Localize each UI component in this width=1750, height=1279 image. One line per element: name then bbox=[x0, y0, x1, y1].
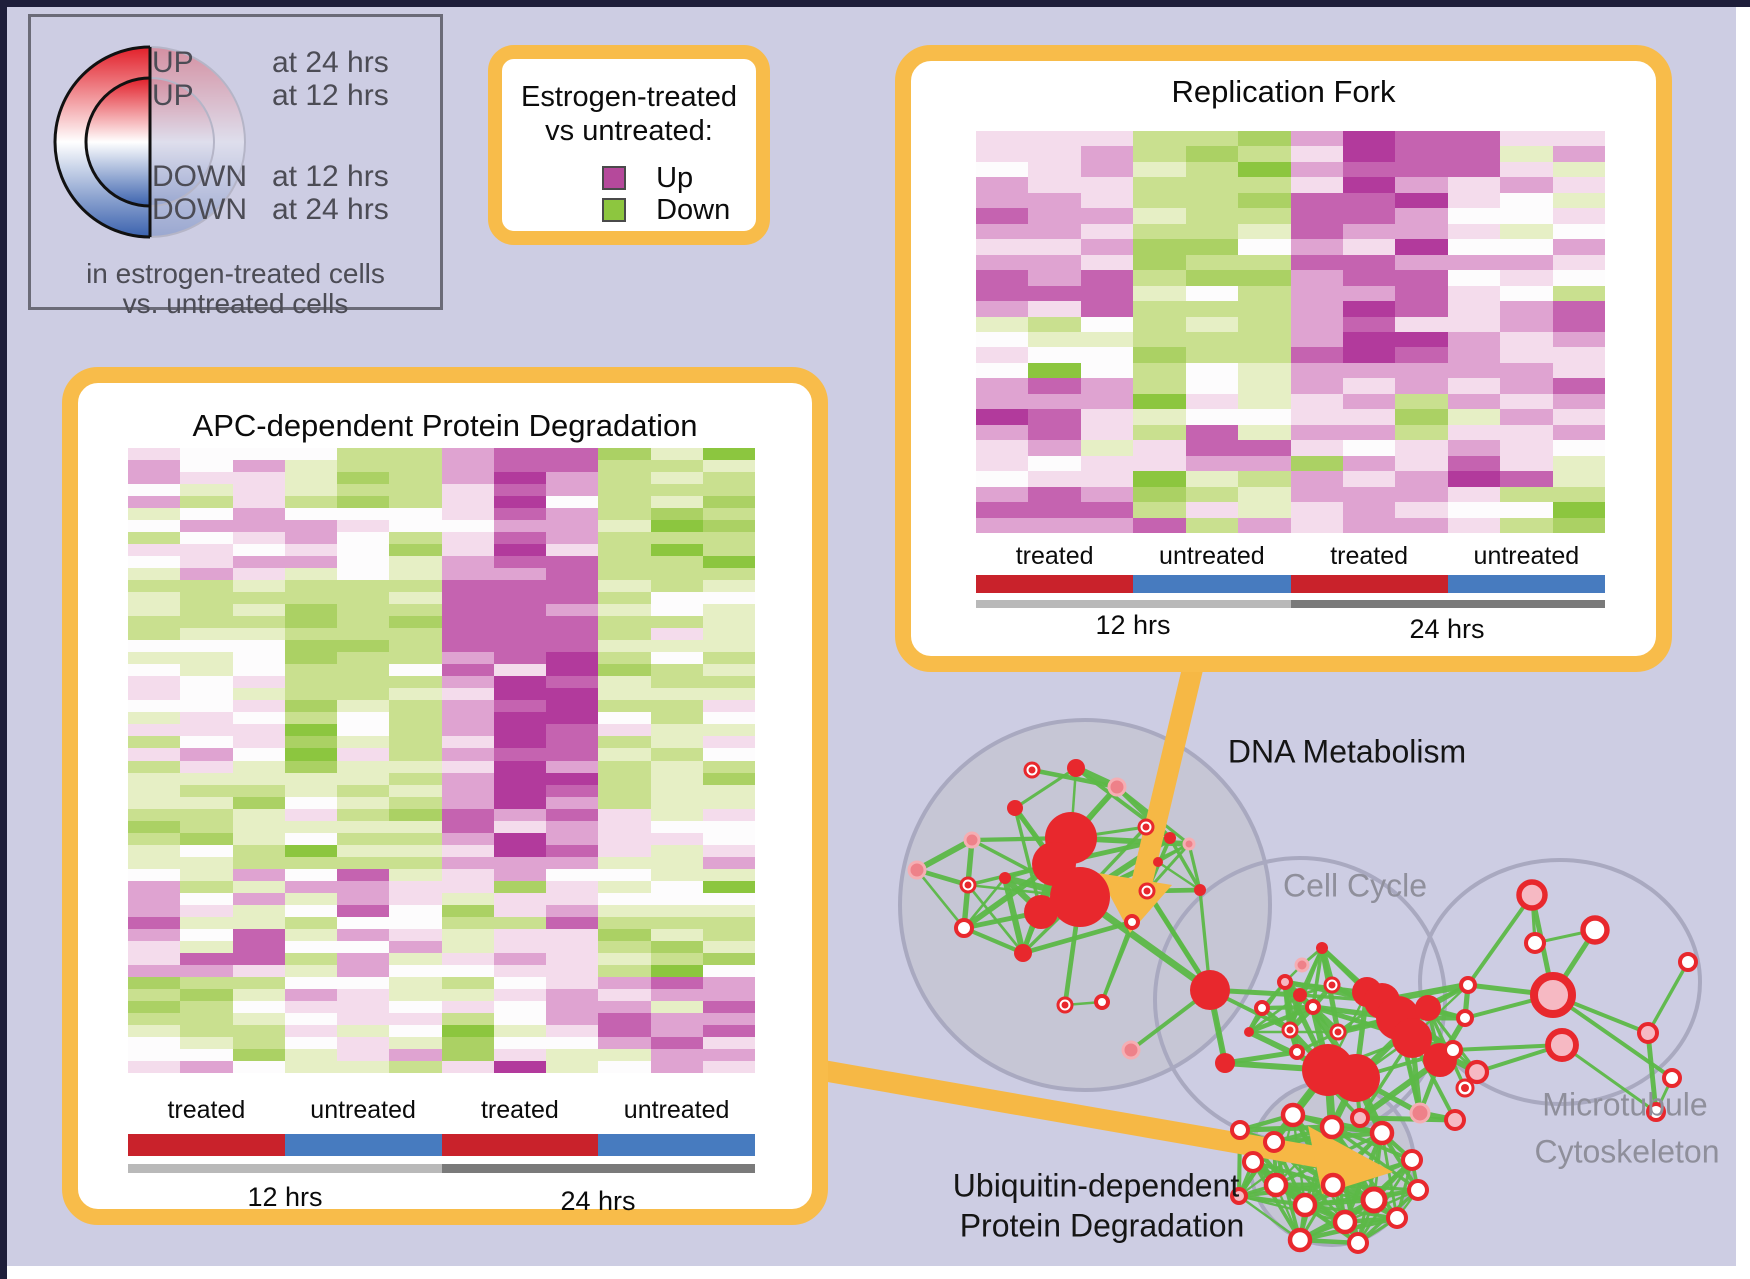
group-label: untreated bbox=[1159, 542, 1265, 570]
up-label: Up bbox=[656, 162, 694, 194]
group-label: treated bbox=[1330, 542, 1409, 570]
network-label-microtubule2: Cytoskeleton bbox=[1534, 1133, 1720, 1170]
frame-left bbox=[0, 0, 7, 1279]
group-label: untreated bbox=[1473, 542, 1580, 570]
ring-legend-box: UP at 24 hrs UP at 12 hrs DOWN at 12 hrs… bbox=[28, 14, 443, 319]
apc-time-bars bbox=[128, 1164, 755, 1173]
group-label: treated bbox=[1015, 542, 1094, 570]
panel-apc-degradation: APC-dependent Protein Degradation treate… bbox=[62, 367, 828, 1225]
down-color-swatch bbox=[602, 198, 626, 222]
group-label: untreated bbox=[310, 1096, 416, 1124]
apc-12hrs-label: 12 hrs bbox=[247, 1182, 323, 1212]
ring-time-label: at 12 hrs bbox=[272, 79, 389, 112]
ring-dir-label: UP bbox=[152, 79, 194, 112]
group-label: treated bbox=[167, 1096, 246, 1124]
rf-12hrs-label: 12 hrs bbox=[1095, 610, 1171, 640]
group-label: treated bbox=[480, 1096, 559, 1124]
ring-caption-line2: vs. untreated cells bbox=[122, 288, 349, 319]
network-label-ubiquitin2: Protein Degradation bbox=[959, 1207, 1245, 1244]
apc-group-labels: treated untreated treated untreated bbox=[128, 1095, 755, 1125]
apc-heatmap bbox=[128, 448, 755, 1073]
down-label: Down bbox=[656, 194, 731, 226]
network-label-cellcycle: Cell Cycle bbox=[1282, 867, 1428, 904]
ring-time-label: at 12 hrs bbox=[272, 160, 389, 193]
panel-title: Replication Fork bbox=[1171, 74, 1396, 109]
ring-dir-label: DOWN bbox=[152, 193, 247, 226]
rf-group-labels: treated untreated treated untreated bbox=[976, 541, 1605, 571]
ring-time-label: at 24 hrs bbox=[272, 193, 389, 226]
panel-title: APC-dependent Protein Degradation bbox=[192, 408, 698, 443]
legend-item-down: Down bbox=[602, 194, 731, 226]
frame-bottom bbox=[0, 1266, 1750, 1279]
rf-time-bars bbox=[976, 600, 1605, 608]
frame-top bbox=[0, 0, 1750, 7]
ring-dir-label: DOWN bbox=[152, 160, 247, 193]
ring-time-label: at 24 hrs bbox=[272, 46, 389, 79]
network-label-microtubule1: Microtubule bbox=[1542, 1086, 1708, 1123]
rf-24hrs-label: 24 hrs bbox=[1409, 614, 1485, 644]
legend-item-up: Up bbox=[602, 162, 694, 194]
updown-legend-box: Estrogen-treated vs untreated: Up Down bbox=[488, 45, 770, 245]
apc-condition-bars bbox=[128, 1134, 755, 1156]
ring-dir-label: UP bbox=[152, 46, 194, 79]
apc-24hrs-label: 24 hrs bbox=[560, 1186, 636, 1216]
updown-legend-title-line2: vs untreated: bbox=[545, 115, 713, 147]
up-color-swatch bbox=[602, 166, 626, 190]
network-label-ubiquitin1: Ubiquitin-dependent bbox=[952, 1167, 1240, 1204]
panel-replication-fork: Replication Fork treated untreated treat… bbox=[895, 45, 1672, 672]
updown-ring-glyph bbox=[53, 45, 246, 239]
network-label-dna: DNA Metabolism bbox=[1227, 733, 1467, 770]
ring-caption-line1: in estrogen-treated cells bbox=[86, 258, 385, 289]
rf-heatmap bbox=[976, 131, 1605, 533]
frame-right bbox=[1736, 0, 1750, 1279]
group-label: untreated bbox=[623, 1096, 730, 1124]
rf-condition-bars bbox=[976, 575, 1605, 593]
updown-legend-title-line1: Estrogen-treated bbox=[520, 81, 737, 113]
